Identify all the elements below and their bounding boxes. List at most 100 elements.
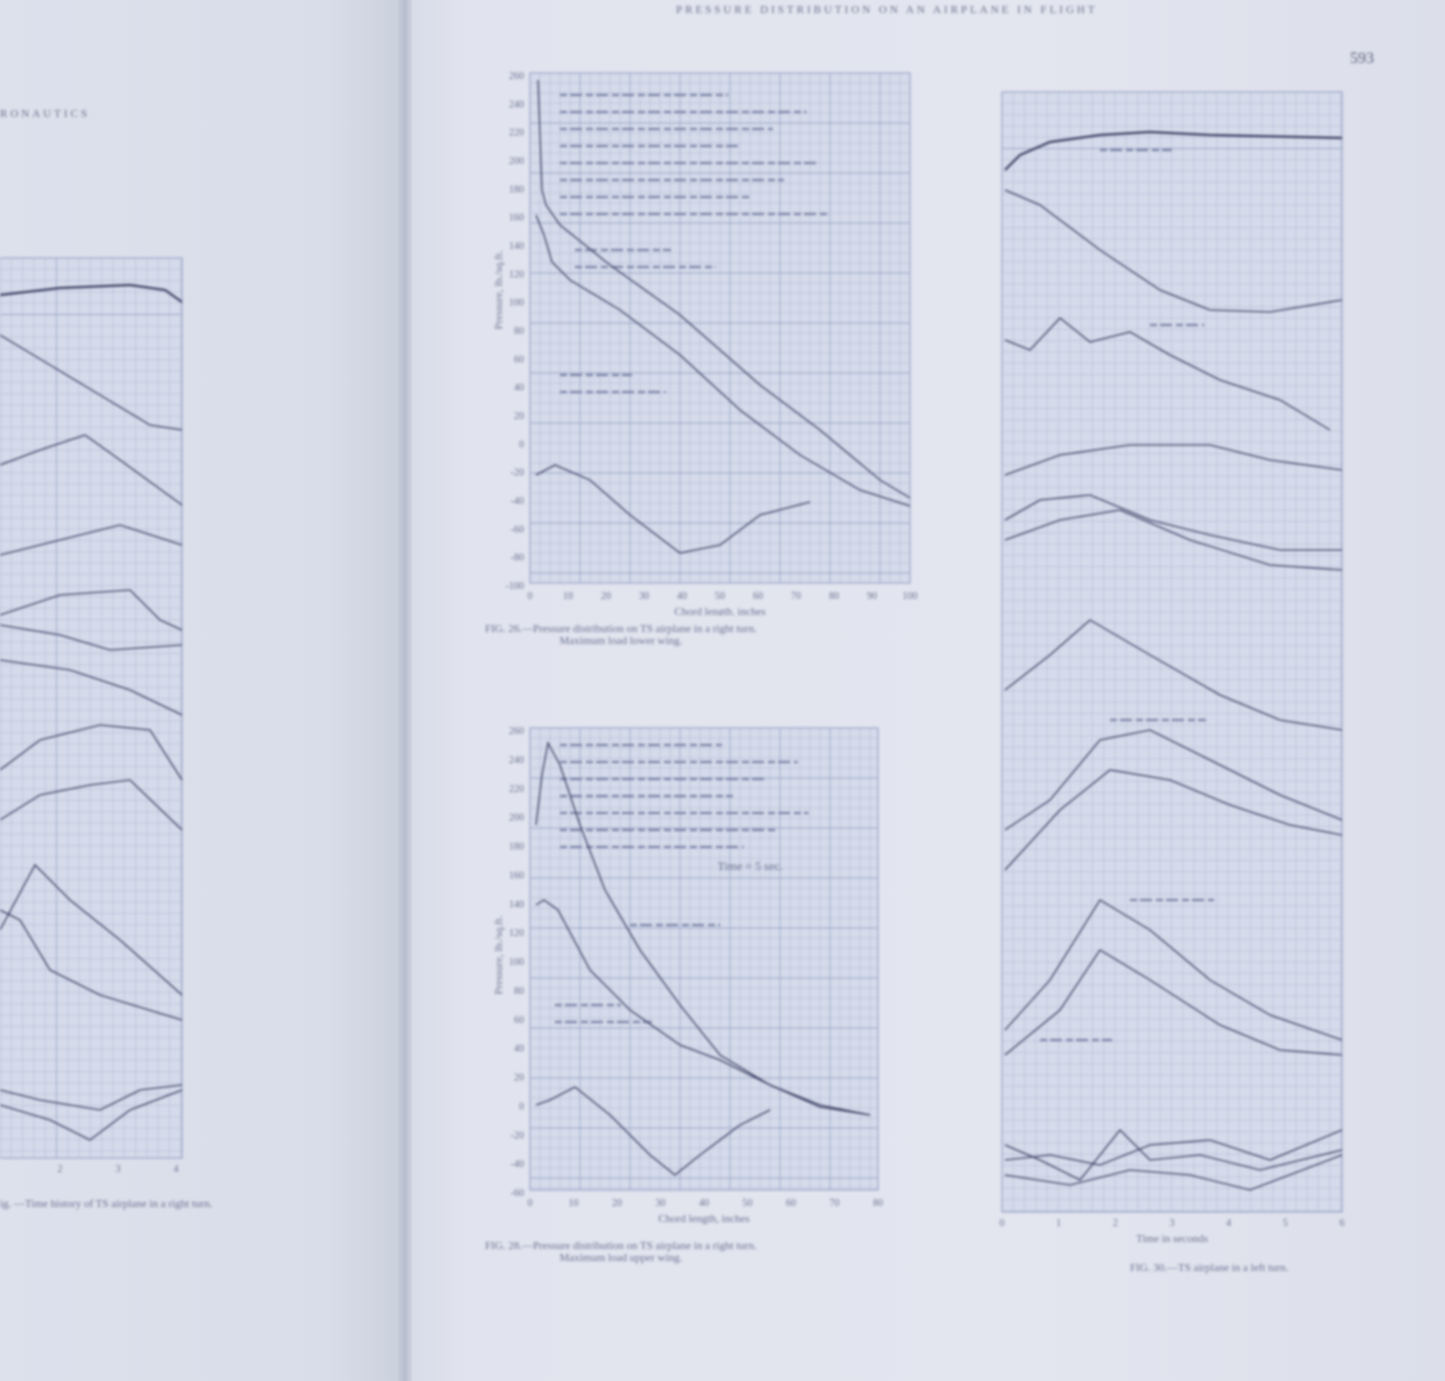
y-axis-label: Pressure, lb./sq.ft. <box>493 250 505 329</box>
book-gutter <box>398 0 412 1381</box>
x-tick-label: 30 <box>639 591 649 602</box>
figure-caption-upper-wing: FIG. 28.—Pressure distribution on TS air… <box>485 1240 757 1264</box>
data-curve <box>535 464 811 554</box>
x-tick-label: 100 <box>903 591 918 602</box>
caption-line-1: FIG. 26.—Pressure distribution on TS air… <box>485 623 757 635</box>
y-tick-label: 60 <box>514 354 524 365</box>
data-curve <box>1004 949 1343 1056</box>
x-tick-label: 2 <box>58 1164 63 1175</box>
data-curve <box>0 1084 183 1111</box>
caption-line-2: Maximum load lower wing. <box>559 635 683 647</box>
x-tick-label: 70 <box>830 1198 840 1209</box>
y-tick-label: 0 <box>519 1101 524 1112</box>
x-tick-label: 4 <box>174 1164 179 1175</box>
x-tick-label: 20 <box>601 591 611 602</box>
data-curve <box>1004 1154 1343 1191</box>
graph-paper <box>529 727 879 1191</box>
y-tick-label: 20 <box>514 1073 524 1084</box>
data-curve <box>535 214 911 507</box>
y-tick-label: 0 <box>519 439 524 450</box>
figure-caption-left-turn: FIG. 30.—TS airplane in a left turn. <box>1130 1262 1289 1274</box>
data-curve <box>1004 899 1343 1041</box>
y-tick-label: 160 <box>509 870 524 881</box>
data-curve <box>1004 1129 1343 1181</box>
x-tick-label: 60 <box>753 591 763 602</box>
y-tick-label: -20 <box>511 1130 524 1141</box>
x-axis-label: Time in seconds <box>44 1179 116 1180</box>
y-tick-label: 40 <box>514 383 524 394</box>
x-tick-label: 30 <box>656 1198 666 1209</box>
time-annotation: Time = 5 sec. <box>718 859 783 873</box>
x-tick-label: 2 <box>1113 1218 1118 1229</box>
x-tick-label: 3 <box>1170 1218 1175 1229</box>
y-tick-label: 180 <box>509 184 524 195</box>
pressure-chart-upper-wing: 260240220200180160140120100806040200-20-… <box>493 726 883 1225</box>
x-tick-label: 0 <box>1000 1218 1005 1229</box>
y-tick-label: 60 <box>514 1015 524 1026</box>
y-tick-label: -100 <box>506 581 524 592</box>
y-tick-label: 40 <box>514 1044 524 1055</box>
data-curve <box>0 283 183 303</box>
y-tick-label: 20 <box>514 411 524 422</box>
x-tick-label: 1 <box>1056 1218 1061 1229</box>
data-curve <box>1004 494 1342 551</box>
y-tick-label: 100 <box>509 298 524 309</box>
data-curve <box>0 624 183 651</box>
x-tick-label: 6 <box>1340 1218 1345 1229</box>
data-curve <box>1004 729 1343 831</box>
x-tick-label: 80 <box>873 1198 883 1209</box>
left-time-history-chart: 2 3 4 Time in seconds <box>0 257 183 1180</box>
x-tick-label: 3 <box>116 1164 121 1175</box>
x-tick-label: 90 <box>867 591 877 602</box>
x-tick-label: 5 <box>1283 1218 1288 1229</box>
y-tick-label: 220 <box>509 128 524 139</box>
x-axis-label: Chord length, inches <box>674 606 765 615</box>
y-tick-label: 100 <box>509 957 524 968</box>
y-tick-label: 240 <box>509 755 524 766</box>
data-curve <box>1004 444 1343 476</box>
data-curve <box>1004 189 1343 313</box>
y-tick-label: 200 <box>509 156 524 167</box>
y-tick-label: 140 <box>509 241 524 252</box>
x-axis-label: Chord length, inches <box>658 1213 749 1225</box>
data-curve <box>0 779 183 831</box>
data-curve <box>535 899 871 1116</box>
x-tick-label: 80 <box>829 591 839 602</box>
y-tick-label: 120 <box>509 269 524 280</box>
data-curve <box>0 434 183 506</box>
y-tick-label: 260 <box>509 71 524 82</box>
data-curve <box>0 589 183 631</box>
x-tick-label: 0 <box>528 1198 533 1209</box>
left-figure-caption: ig. —Time history of TS airplane in a ri… <box>0 1198 213 1210</box>
x-axis-label: Time in seconds <box>1136 1233 1208 1245</box>
data-curve <box>1004 1129 1343 1166</box>
y-tick-label: -40 <box>511 1159 524 1170</box>
y-tick-label: -80 <box>511 553 524 564</box>
y-tick-label: -60 <box>511 1188 524 1199</box>
caption-line-1: FIG. 28.—Pressure distribution on TS air… <box>485 1240 757 1252</box>
y-tick-label: 180 <box>509 842 524 853</box>
y-tick-label: 120 <box>509 928 524 939</box>
caption-line-2: Maximum load upper wing. <box>559 1252 683 1264</box>
x-tick-label: 70 <box>791 591 801 602</box>
figure-caption-lower-wing: FIG. 26.—Pressure distribution on TS air… <box>485 623 757 647</box>
data-curve <box>0 909 183 1021</box>
time-history-chart-left-turn: 0 1 2 3 4 5 6 Time in seconds <box>1000 91 1345 1245</box>
data-curve <box>0 1089 183 1141</box>
x-tick-label: 0 <box>528 591 533 602</box>
data-curve <box>0 659 183 716</box>
y-tick-label: 80 <box>514 326 524 337</box>
y-tick-label: 240 <box>509 99 524 110</box>
data-curve <box>0 863 183 996</box>
right-running-head: PRESSURE DISTRIBUTION ON AN AIRPLANE IN … <box>676 4 1098 16</box>
data-curve <box>535 1086 771 1176</box>
x-tick-label: 10 <box>563 591 573 602</box>
y-tick-label: 140 <box>509 899 524 910</box>
data-curve <box>537 79 911 499</box>
x-tick-label: 40 <box>677 591 687 602</box>
x-tick-label: 50 <box>715 591 725 602</box>
y-tick-label: 220 <box>509 784 524 795</box>
y-tick-label: 160 <box>509 213 524 224</box>
x-tick-label: 40 <box>699 1198 709 1209</box>
left-running-head: RONAUTICS <box>0 108 90 120</box>
